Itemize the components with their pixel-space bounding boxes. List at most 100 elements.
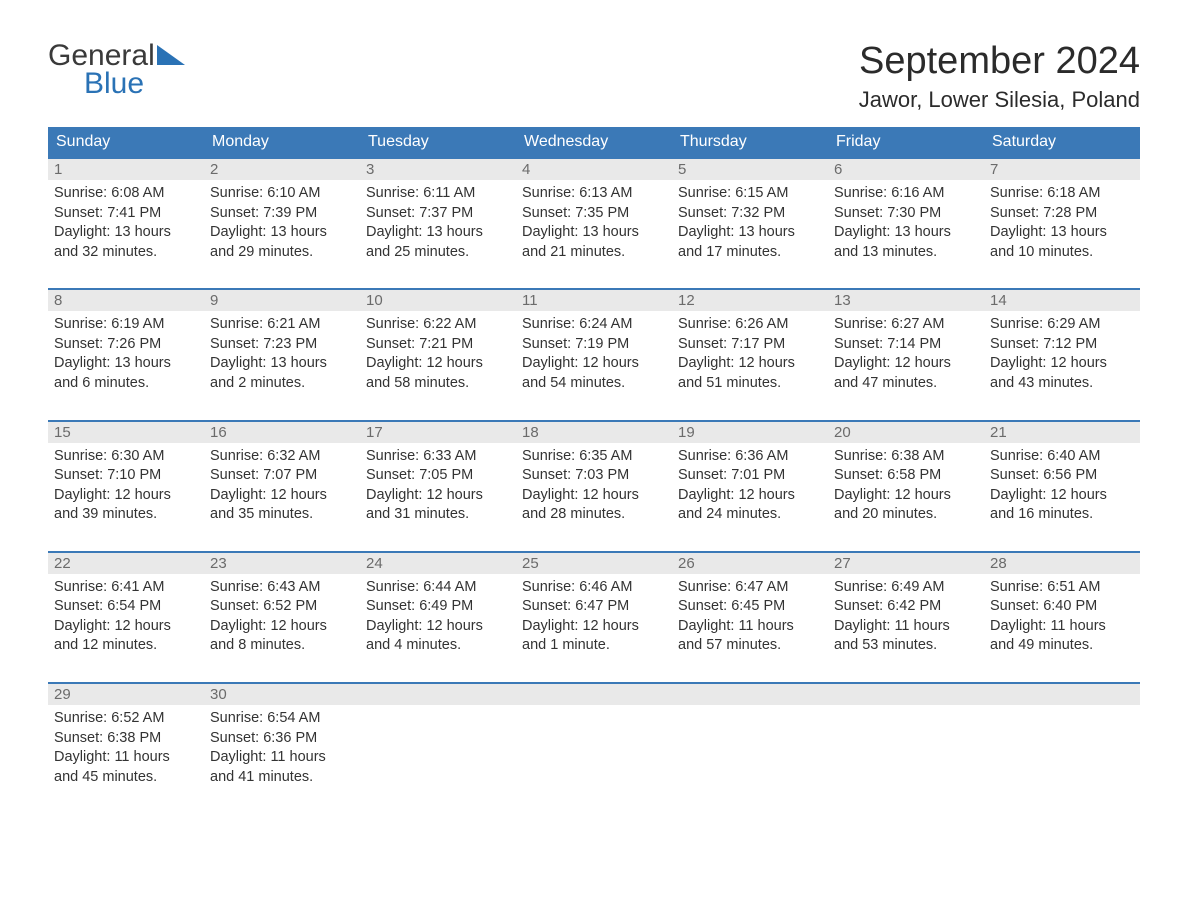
day-number: 21 xyxy=(984,422,1140,443)
day-number: 11 xyxy=(516,290,672,311)
day-number: 16 xyxy=(204,422,360,443)
day-number: 6 xyxy=(828,159,984,180)
day-number: 27 xyxy=(828,553,984,574)
sunrise-line: Sunrise: 6:41 AM xyxy=(54,578,198,598)
day-number: 14 xyxy=(984,290,1140,311)
daylight-line: Daylight: 12 hours and 58 minutes. xyxy=(366,354,510,393)
day-number: 4 xyxy=(516,159,672,180)
sunset-line: Sunset: 7:35 PM xyxy=(522,204,666,224)
sunset-line: Sunset: 6:54 PM xyxy=(54,597,198,617)
day-cell: Sunrise: 6:49 AMSunset: 6:42 PMDaylight:… xyxy=(828,574,984,664)
daylight-line: Daylight: 12 hours and 20 minutes. xyxy=(834,486,978,525)
week-row: 15161718192021Sunrise: 6:30 AMSunset: 7:… xyxy=(48,420,1140,533)
day-cell: Sunrise: 6:47 AMSunset: 6:45 PMDaylight:… xyxy=(672,574,828,664)
sunrise-line: Sunrise: 6:16 AM xyxy=(834,184,978,204)
day-number xyxy=(984,684,1140,705)
daylight-line: Daylight: 12 hours and 4 minutes. xyxy=(366,617,510,656)
week-row: 2930Sunrise: 6:52 AMSunset: 6:38 PMDayli… xyxy=(48,682,1140,795)
daylight-line: Daylight: 12 hours and 31 minutes. xyxy=(366,486,510,525)
weekday-monday: Monday xyxy=(204,127,360,157)
day-cell: Sunrise: 6:19 AMSunset: 7:26 PMDaylight:… xyxy=(48,311,204,401)
daylight-line: Daylight: 11 hours and 53 minutes. xyxy=(834,617,978,656)
day-number xyxy=(516,684,672,705)
sunrise-line: Sunrise: 6:35 AM xyxy=(522,447,666,467)
day-cell: Sunrise: 6:32 AMSunset: 7:07 PMDaylight:… xyxy=(204,443,360,533)
day-number: 25 xyxy=(516,553,672,574)
sunrise-line: Sunrise: 6:49 AM xyxy=(834,578,978,598)
sunset-line: Sunset: 7:17 PM xyxy=(678,335,822,355)
sunset-line: Sunset: 7:32 PM xyxy=(678,204,822,224)
day-number: 12 xyxy=(672,290,828,311)
sunrise-line: Sunrise: 6:27 AM xyxy=(834,315,978,335)
sunset-line: Sunset: 7:21 PM xyxy=(366,335,510,355)
daynum-strip: 22232425262728 xyxy=(48,553,1140,574)
brand-logo: General Blue xyxy=(48,40,185,99)
day-cell: Sunrise: 6:33 AMSunset: 7:05 PMDaylight:… xyxy=(360,443,516,533)
weeks-container: 1234567Sunrise: 6:08 AMSunset: 7:41 PMDa… xyxy=(48,157,1140,795)
day-cell: Sunrise: 6:27 AMSunset: 7:14 PMDaylight:… xyxy=(828,311,984,401)
daylight-line: Daylight: 12 hours and 28 minutes. xyxy=(522,486,666,525)
day-cell: Sunrise: 6:43 AMSunset: 6:52 PMDaylight:… xyxy=(204,574,360,664)
day-cell xyxy=(516,705,672,795)
daylight-line: Daylight: 12 hours and 39 minutes. xyxy=(54,486,198,525)
day-number: 9 xyxy=(204,290,360,311)
sunset-line: Sunset: 7:26 PM xyxy=(54,335,198,355)
daylight-line: Daylight: 13 hours and 17 minutes. xyxy=(678,223,822,262)
sunset-line: Sunset: 7:23 PM xyxy=(210,335,354,355)
sunrise-line: Sunrise: 6:52 AM xyxy=(54,709,198,729)
sunrise-line: Sunrise: 6:21 AM xyxy=(210,315,354,335)
weekday-saturday: Saturday xyxy=(984,127,1140,157)
daylight-line: Daylight: 12 hours and 1 minute. xyxy=(522,617,666,656)
daynum-strip: 891011121314 xyxy=(48,290,1140,311)
day-cell: Sunrise: 6:40 AMSunset: 6:56 PMDaylight:… xyxy=(984,443,1140,533)
sunset-line: Sunset: 7:19 PM xyxy=(522,335,666,355)
week-row: 891011121314Sunrise: 6:19 AMSunset: 7:26… xyxy=(48,288,1140,401)
sunset-line: Sunset: 7:05 PM xyxy=(366,466,510,486)
sunset-line: Sunset: 6:40 PM xyxy=(990,597,1134,617)
day-cell: Sunrise: 6:30 AMSunset: 7:10 PMDaylight:… xyxy=(48,443,204,533)
daylight-line: Daylight: 13 hours and 32 minutes. xyxy=(54,223,198,262)
sunrise-line: Sunrise: 6:40 AM xyxy=(990,447,1134,467)
day-cell: Sunrise: 6:51 AMSunset: 6:40 PMDaylight:… xyxy=(984,574,1140,664)
day-number xyxy=(828,684,984,705)
day-number: 22 xyxy=(48,553,204,574)
sunrise-line: Sunrise: 6:22 AM xyxy=(366,315,510,335)
day-cell: Sunrise: 6:26 AMSunset: 7:17 PMDaylight:… xyxy=(672,311,828,401)
day-number: 10 xyxy=(360,290,516,311)
daylight-line: Daylight: 12 hours and 35 minutes. xyxy=(210,486,354,525)
day-cell: Sunrise: 6:35 AMSunset: 7:03 PMDaylight:… xyxy=(516,443,672,533)
day-number: 7 xyxy=(984,159,1140,180)
sunrise-line: Sunrise: 6:15 AM xyxy=(678,184,822,204)
sunset-line: Sunset: 7:07 PM xyxy=(210,466,354,486)
daylight-line: Daylight: 12 hours and 24 minutes. xyxy=(678,486,822,525)
header: General Blue September 2024 Jawor, Lower… xyxy=(48,40,1140,113)
sunrise-line: Sunrise: 6:29 AM xyxy=(990,315,1134,335)
sunrise-line: Sunrise: 6:10 AM xyxy=(210,184,354,204)
weekday-tuesday: Tuesday xyxy=(360,127,516,157)
day-number: 2 xyxy=(204,159,360,180)
sunset-line: Sunset: 7:03 PM xyxy=(522,466,666,486)
day-cell: Sunrise: 6:24 AMSunset: 7:19 PMDaylight:… xyxy=(516,311,672,401)
sunrise-line: Sunrise: 6:19 AM xyxy=(54,315,198,335)
sunset-line: Sunset: 7:30 PM xyxy=(834,204,978,224)
day-cell: Sunrise: 6:36 AMSunset: 7:01 PMDaylight:… xyxy=(672,443,828,533)
day-cell xyxy=(672,705,828,795)
daylight-line: Daylight: 12 hours and 16 minutes. xyxy=(990,486,1134,525)
sunrise-line: Sunrise: 6:18 AM xyxy=(990,184,1134,204)
day-number xyxy=(360,684,516,705)
calendar: Sunday Monday Tuesday Wednesday Thursday… xyxy=(48,127,1140,795)
sunrise-line: Sunrise: 6:47 AM xyxy=(678,578,822,598)
day-number: 20 xyxy=(828,422,984,443)
day-number: 24 xyxy=(360,553,516,574)
daylight-line: Daylight: 12 hours and 8 minutes. xyxy=(210,617,354,656)
day-cell: Sunrise: 6:15 AMSunset: 7:32 PMDaylight:… xyxy=(672,180,828,270)
sunrise-line: Sunrise: 6:46 AM xyxy=(522,578,666,598)
day-number: 26 xyxy=(672,553,828,574)
sunset-line: Sunset: 6:42 PM xyxy=(834,597,978,617)
day-cell: Sunrise: 6:13 AMSunset: 7:35 PMDaylight:… xyxy=(516,180,672,270)
day-cell: Sunrise: 6:46 AMSunset: 6:47 PMDaylight:… xyxy=(516,574,672,664)
daylight-line: Daylight: 12 hours and 43 minutes. xyxy=(990,354,1134,393)
day-cell xyxy=(360,705,516,795)
daylight-line: Daylight: 13 hours and 10 minutes. xyxy=(990,223,1134,262)
daylight-line: Daylight: 13 hours and 6 minutes. xyxy=(54,354,198,393)
